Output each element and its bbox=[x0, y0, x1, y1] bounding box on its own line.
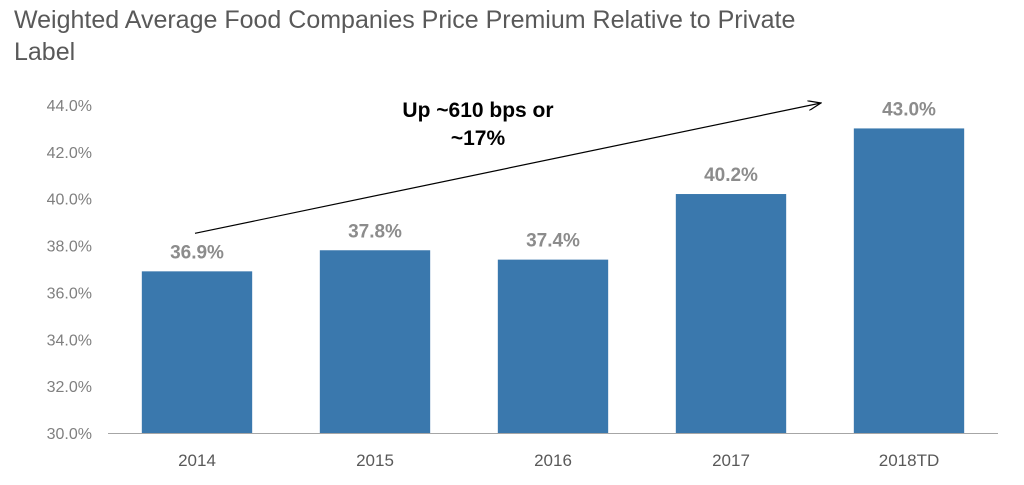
y-tick-label: 44.0% bbox=[47, 98, 92, 115]
bar bbox=[675, 194, 787, 433]
y-tick-label: 42.0% bbox=[47, 145, 92, 162]
x-tick-label: 2015 bbox=[356, 451, 394, 470]
x-tick-label: 2018TD bbox=[879, 451, 939, 470]
x-axis: 2014 2015 2016 2017 2018TD bbox=[178, 451, 939, 470]
x-tick-label: 2016 bbox=[534, 451, 572, 470]
data-label: 37.4% bbox=[526, 231, 580, 252]
x-tick-label: 2017 bbox=[712, 451, 750, 470]
bar bbox=[497, 259, 609, 433]
y-tick-label: 32.0% bbox=[47, 379, 92, 396]
chart-title: Weighted Average Food Companies Price Pr… bbox=[14, 6, 796, 66]
annotation-text: ~17% bbox=[451, 127, 506, 150]
y-axis: 30.0% 32.0% 34.0% 36.0% 38.0% 40.0% 42.0% 44.0% bbox=[47, 98, 92, 443]
y-tick-label: 30.0% bbox=[47, 426, 92, 443]
y-tick-label: 34.0% bbox=[47, 332, 92, 349]
bar bbox=[853, 128, 965, 433]
y-tick-label: 38.0% bbox=[47, 239, 92, 256]
annotation: Up ~610 bps or ~17% bbox=[194, 99, 821, 234]
bars: 36.9% 37.8% 37.4% 40.2% 43.0% bbox=[141, 99, 965, 433]
data-label: 40.2% bbox=[704, 165, 758, 186]
data-label: 36.9% bbox=[170, 242, 224, 263]
x-tick-label: 2014 bbox=[178, 451, 216, 470]
y-tick-label: 40.0% bbox=[47, 192, 92, 209]
y-tick-label: 36.0% bbox=[47, 285, 92, 302]
bar bbox=[319, 250, 431, 433]
data-label: 37.8% bbox=[348, 221, 402, 242]
annotation-text: Up ~610 bps or bbox=[402, 99, 553, 122]
data-label: 43.0% bbox=[882, 99, 936, 120]
bar bbox=[141, 271, 253, 433]
trend-arrow bbox=[194, 103, 821, 234]
